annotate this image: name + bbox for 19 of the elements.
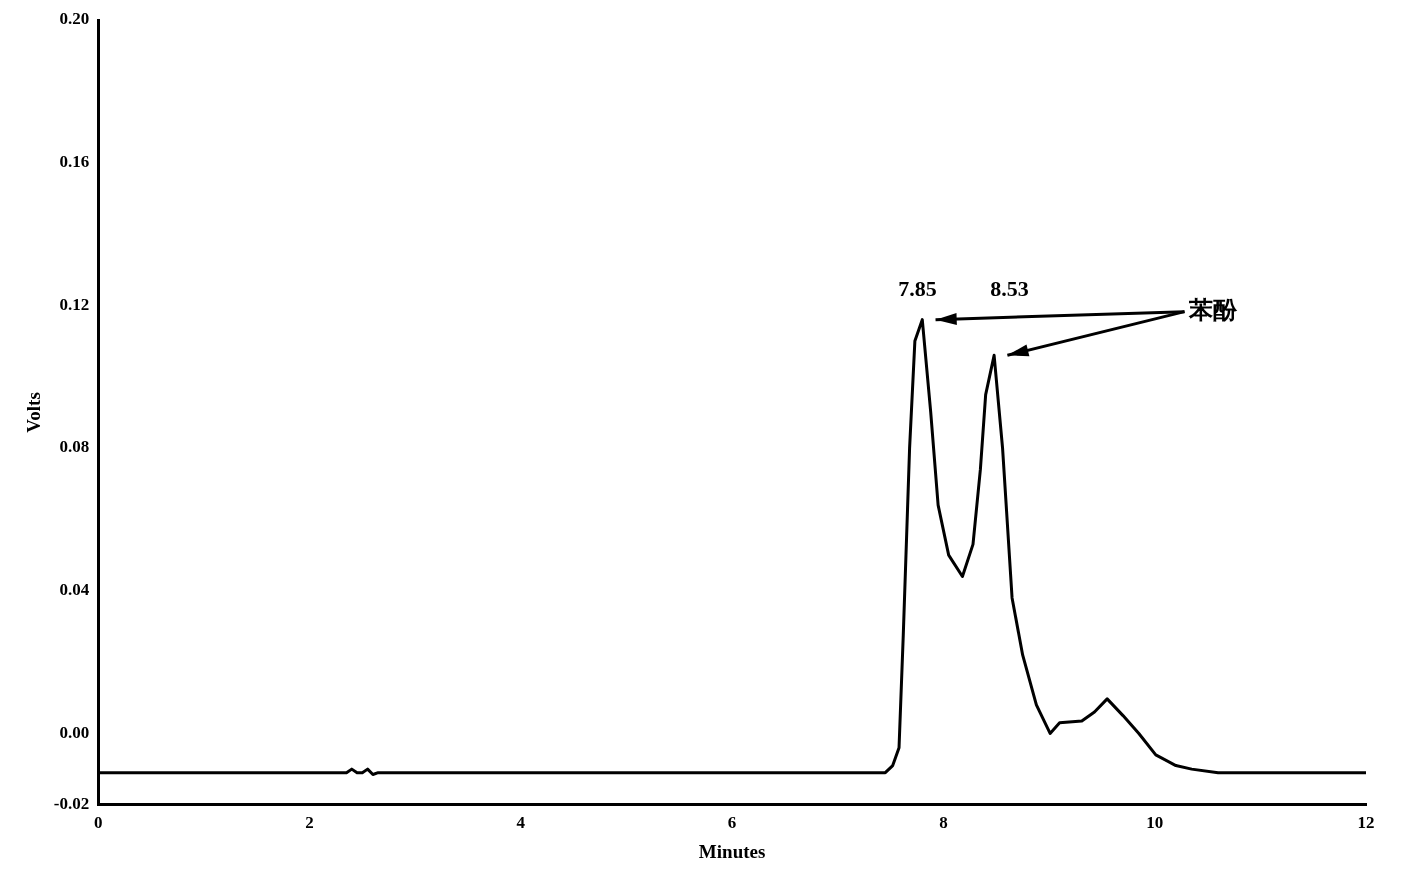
x-tick-label: 6	[727, 813, 737, 833]
y-axis-title: Volts	[23, 392, 45, 433]
x-tick-label: 2	[305, 813, 314, 833]
y-tick-label: 0.12	[59, 294, 90, 314]
x-tick-label: 4	[516, 813, 526, 833]
x-tick-label: 12	[1357, 813, 1375, 833]
y-tick-label: 0.00	[59, 722, 90, 742]
y-tick-label: 0.04	[59, 580, 90, 600]
y-tick-label: 0.16	[59, 152, 90, 172]
y-tick-label: -0.02	[53, 794, 90, 814]
annotation: 苯酚	[1187, 295, 1238, 324]
annotation: 8.53	[990, 276, 1029, 302]
y-tick-label: 0.20	[59, 9, 90, 29]
x-axis-title: Minutes	[698, 840, 766, 862]
x-tick-label: 0	[93, 813, 103, 833]
x-tick-label: 10	[1146, 813, 1164, 833]
annotation: 7.85	[898, 276, 937, 302]
y-tick-label: 0.08	[59, 437, 90, 457]
x-tick-label: 8	[939, 813, 948, 833]
